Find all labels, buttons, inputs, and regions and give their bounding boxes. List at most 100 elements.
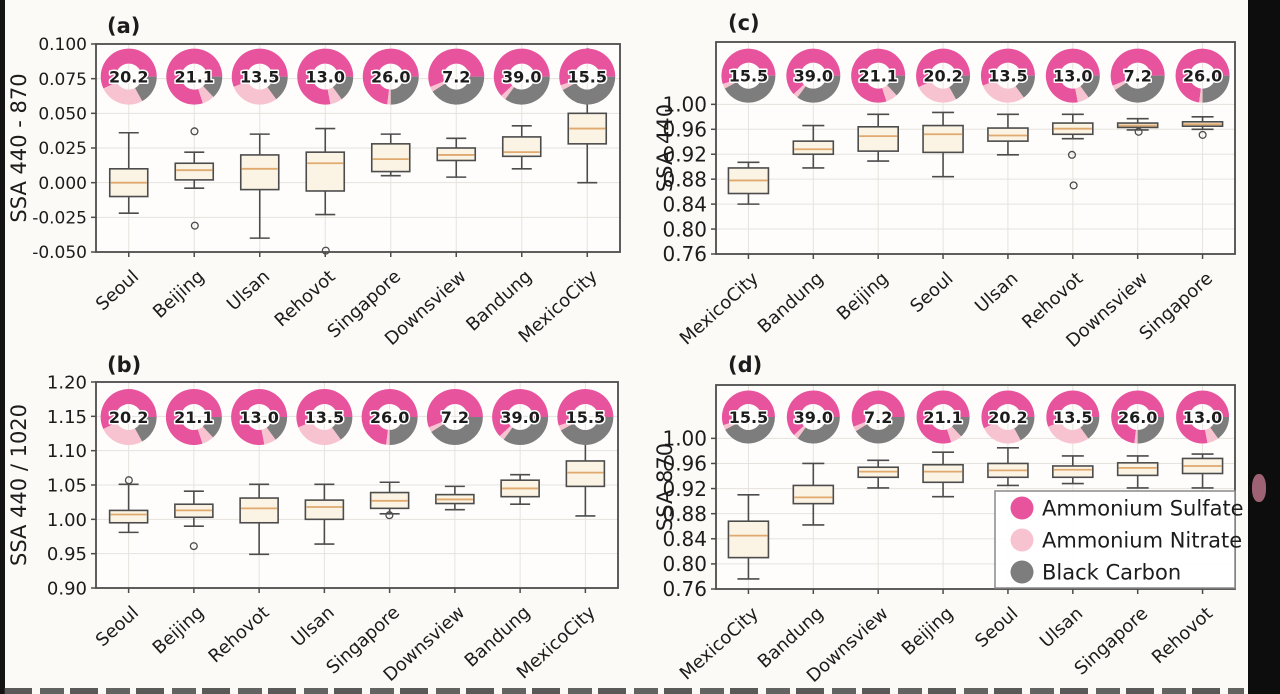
donut-value: 7.2 [864,408,892,427]
donut-value: 20.2 [988,408,1027,427]
donut-value: 7.2 [441,408,469,427]
legend-swatch-sulfate [1011,497,1034,520]
scan-artifact-pink-smudge [1252,474,1266,502]
donut-value: 15.5 [729,66,768,85]
donut-value: 13.0 [306,67,345,86]
box [988,128,1028,141]
legend-swatch-nitrate [1011,529,1034,552]
donut-beijing: 21.1 [166,49,222,105]
y-tick-label: 1.20 [47,372,87,393]
donut-ulsan: 13.5 [232,49,288,105]
y-axis-label: SSA 440 - 870 [7,73,31,222]
donut-seoul: 20.2 [101,49,157,105]
donut-value: 13.0 [1183,408,1222,427]
box [306,152,344,191]
donut-mexicocity: 15.5 [559,49,615,105]
donut-mexicocity: 15.5 [557,389,613,445]
y-tick-label: 0.80 [662,217,707,241]
panel-letter: (a) [107,14,140,38]
donut-value: 13.0 [239,408,278,427]
y-axis-label: SSA 440 [653,104,677,192]
donut-downsview: 7.2 [1111,49,1165,103]
donut-value: 39.0 [500,408,539,427]
y-tick-label: 1.10 [47,441,87,462]
box [858,127,898,151]
y-tick-label: 0.90 [47,578,87,599]
panel-b: 1.201.151.101.051.000.950.9020.2 21.1 13.0… [7,353,618,686]
x-category-label: MexicoCity [676,268,763,350]
donut-mexicocity: 15.5 [721,49,775,103]
y-axis-label: SSA 870 [653,443,677,531]
donut-rehovot: 13.0 [297,49,353,105]
box [1118,463,1158,476]
donut-ulsan: 13.5 [981,49,1035,103]
boxplot-donut-figure: 0.1000.0750.0500.0250.000-0.025-0.05020.… [0,0,1280,694]
donut-value: 13.5 [305,408,344,427]
box [793,485,833,503]
donut-ulsan: 13.5 [296,389,352,445]
donut-value: 20.2 [109,408,148,427]
x-category-label: Seoul [92,266,143,315]
scan-artifact-right-band [1248,0,1280,694]
x-category-label: Seoul [906,268,957,317]
box [923,465,963,483]
box [503,137,541,156]
donut-value: 7.2 [442,67,470,86]
box [240,498,278,523]
donut-downsview: 7.2 [427,389,483,445]
donut-value: 20.2 [923,66,962,85]
legend-swatch-carbon [1011,561,1034,584]
scan-artifact-left-edge [0,0,5,694]
box [1053,466,1093,477]
donut-seoul: 20.2 [916,49,970,103]
legend: Ammonium Sulfate Ammonium Nitrate Black Ca… [995,491,1244,588]
donut-value: 26.0 [371,67,410,86]
x-category-label: Bandung [754,268,828,337]
x-category-label: Rehovot [204,602,273,667]
donut-bandung: 39.0 [492,389,548,445]
donut-value: 15.5 [568,67,607,86]
donut-beijing: 21.1 [166,389,222,445]
donut-rehovot: 13.0 [1046,49,1100,103]
donut-mexicocity: 15.5 [722,391,775,444]
y-tick-label: 0.84 [662,192,707,216]
box [793,141,833,154]
box [305,500,343,519]
y-tick-label: 0.76 [662,577,707,601]
donut-rehovot: 13.0 [1176,391,1229,444]
y-tick-label: 0.100 [38,35,87,55]
y-tick-label: 0.000 [38,174,87,194]
box [923,126,963,153]
y-tick-label: 0.050 [38,104,87,124]
donut-value: 21.1 [174,408,213,427]
y-tick-label: 0.76 [662,242,707,266]
x-category-label: Beijing [149,602,209,659]
donut-singapore: 26.0 [362,389,418,445]
panel-letter: (c) [728,11,760,35]
legend-label: Black Carbon [1042,561,1181,585]
donut-downsview: 7.2 [852,391,905,444]
box [241,155,279,190]
donut-value: 39.0 [502,67,541,86]
box [372,144,410,172]
donut-singapore: 26.0 [363,49,419,105]
x-category-label: Ulsan [1036,603,1087,652]
donut-value: 39.0 [794,66,833,85]
x-category-label: Ulsan [223,266,274,315]
donut-value: 7.2 [1124,66,1152,85]
y-tick-label: -0.025 [32,208,87,228]
x-category-label: Seoul [92,602,143,651]
donut-value: 13.5 [240,67,279,86]
donut-beijing: 21.1 [851,49,905,103]
y-tick-label: -0.050 [32,243,87,263]
donut-value: 39.0 [794,408,833,427]
donut-value: 13.0 [1053,66,1092,85]
box [110,510,148,522]
donut-beijing: 21.1 [917,391,970,444]
donut-value: 26.0 [1183,66,1222,85]
x-category-label: Beijing [149,266,209,323]
x-category-label: Seoul [971,603,1022,652]
donut-seoul: 20.2 [981,391,1034,444]
panel-letter: (b) [107,353,141,377]
y-tick-label: 0.80 [662,552,707,576]
